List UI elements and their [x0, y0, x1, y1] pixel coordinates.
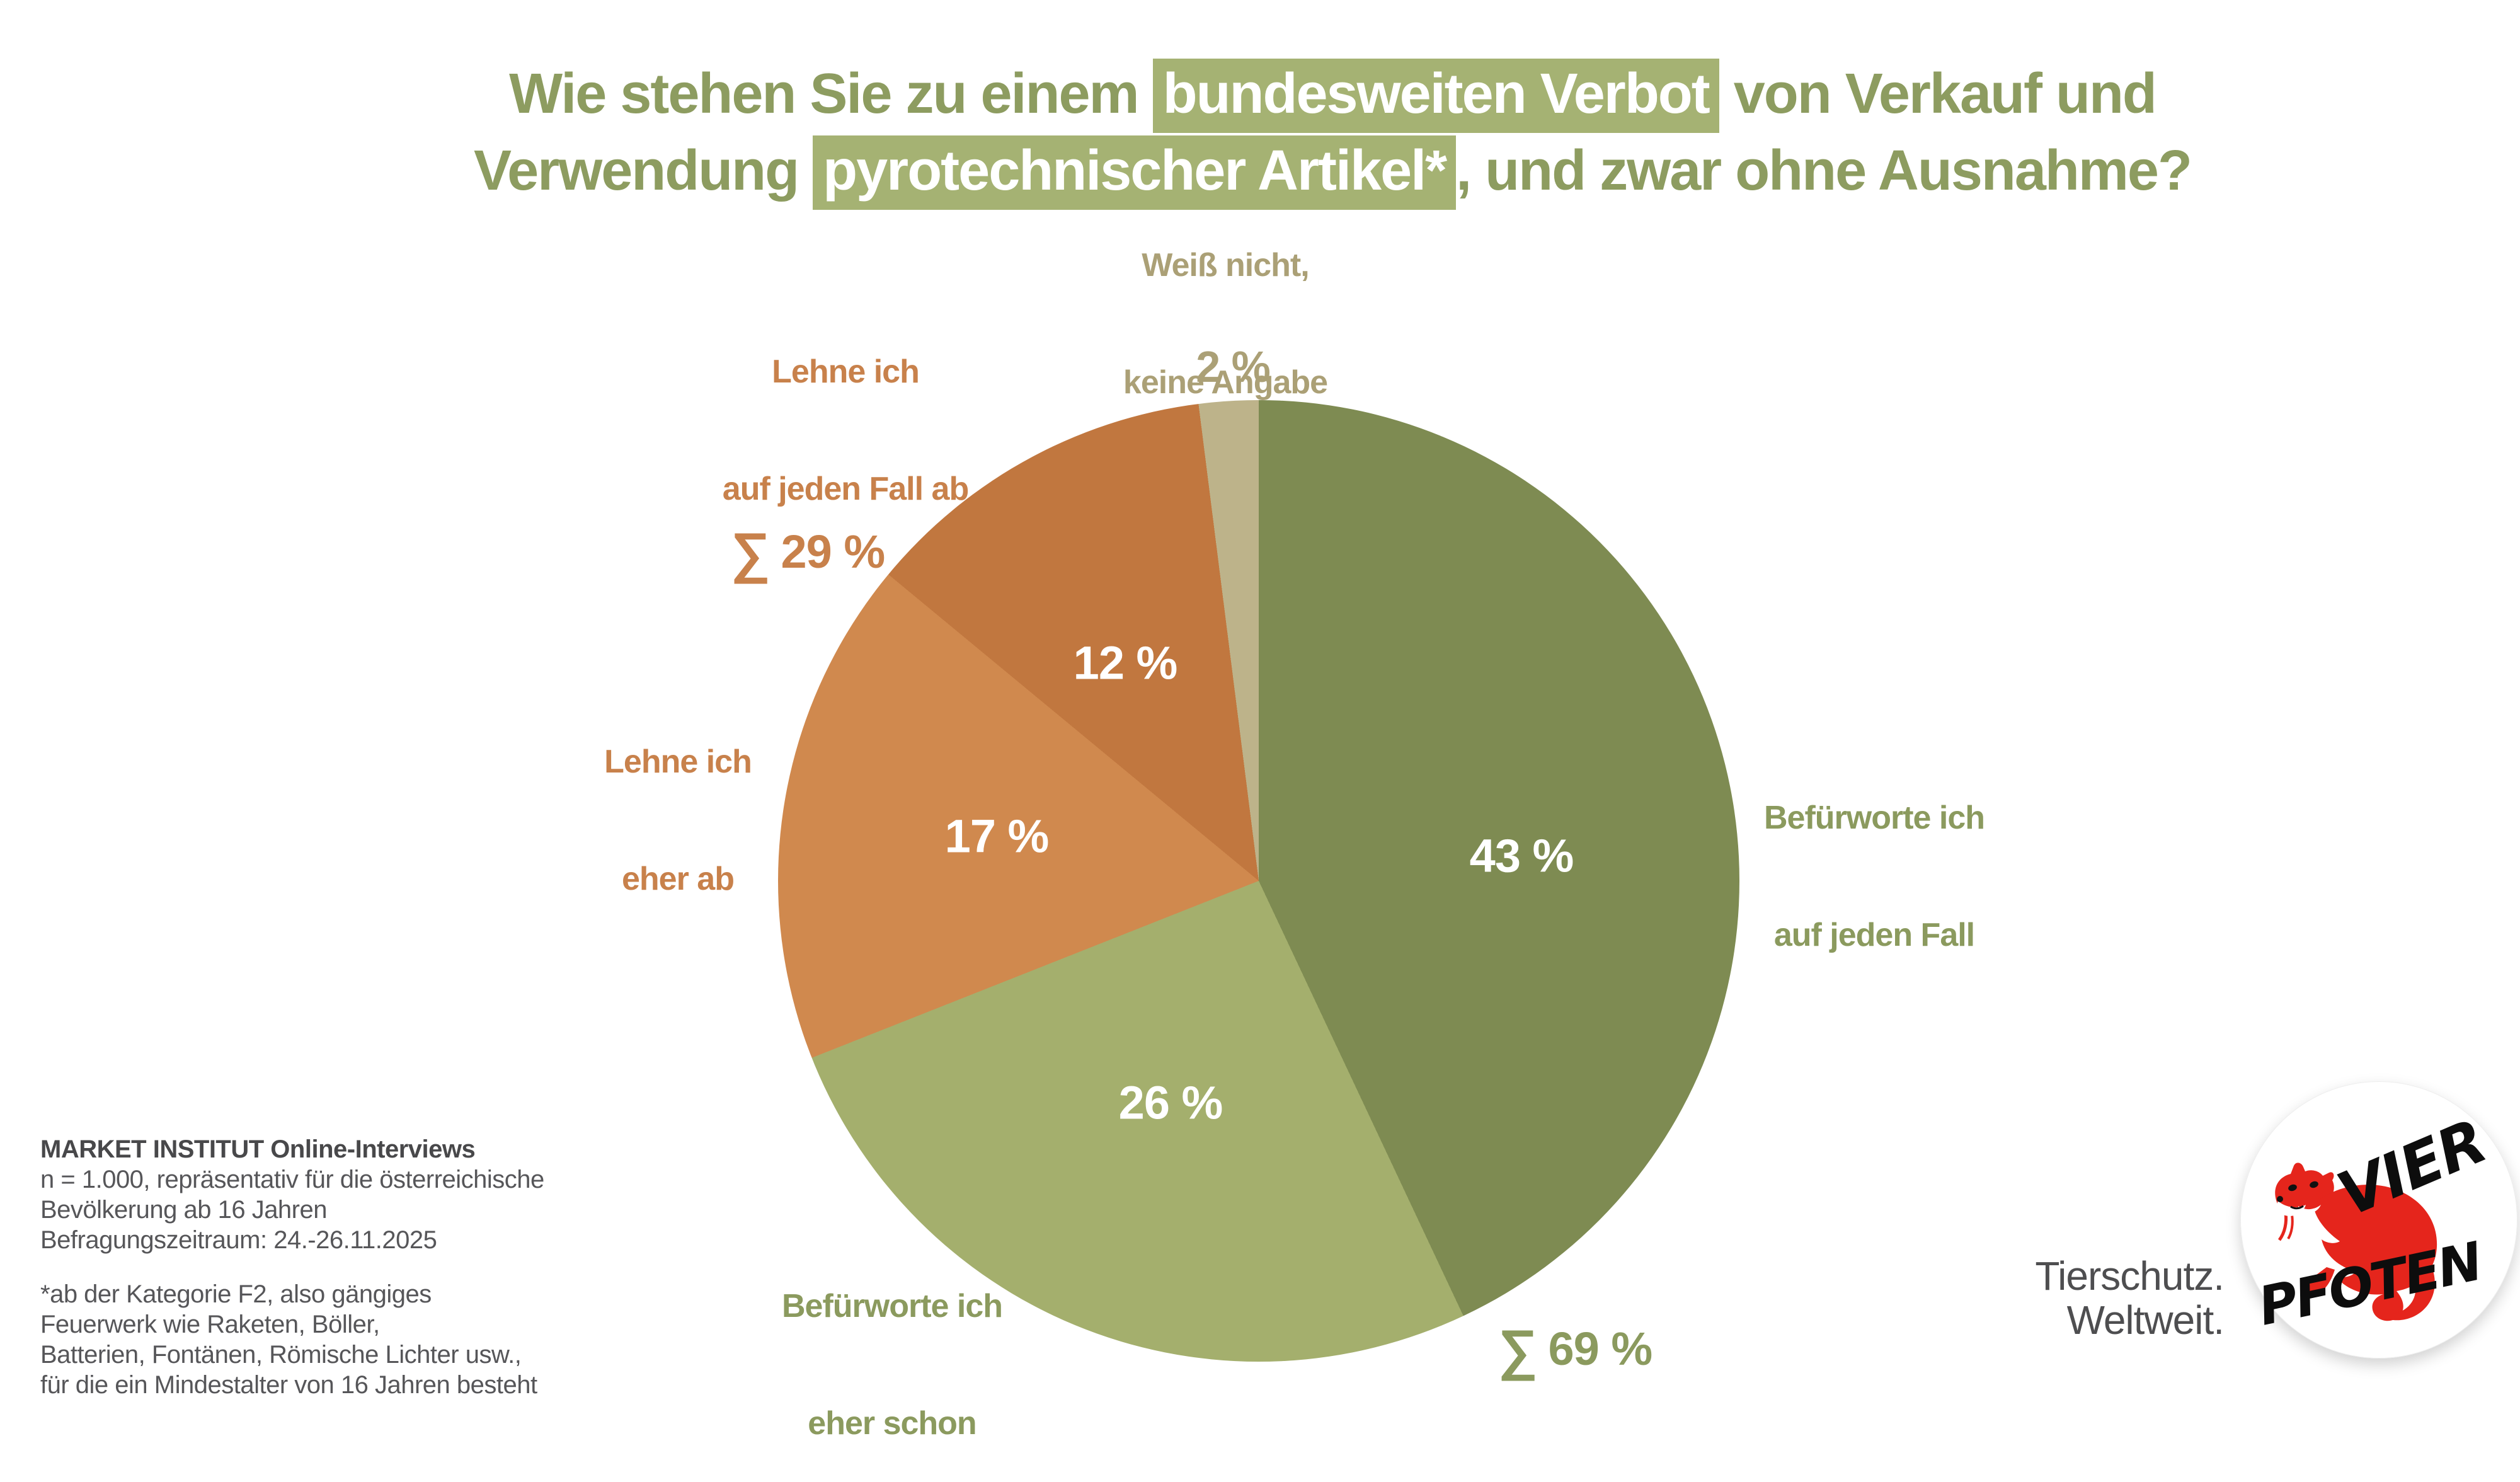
- value-label-weiss-nicht: 2 %: [1196, 342, 1271, 391]
- asterisk-note-block: *ab der Kategorie F2, also gängiges Feue…: [40, 1279, 544, 1400]
- value-label-befuerworte-schon: 26 %: [1118, 1076, 1223, 1129]
- label-line: Lehne ich: [604, 744, 752, 780]
- label-line: Weiß nicht,: [1142, 247, 1309, 284]
- category-label-befuerworte-schon: Befürworte ich eher schon: [781, 1209, 1003, 1482]
- title-highlight-pyrotechnischer-artikel: pyrotechnischer Artikel*: [813, 135, 1457, 210]
- source-line: MARKET INSTITUT Online-Interviews: [40, 1135, 476, 1163]
- category-label-weiss-nicht: Weiß nicht, keine Angabe: [1123, 168, 1328, 441]
- sum-oppose-annotation: ∑ 29 %: [731, 520, 885, 585]
- title-highlight-bundesweiten-verbot: bundesweiten Verbot: [1152, 59, 1719, 133]
- label-line: Befürworte ich: [1763, 800, 1985, 836]
- title-text: Wie stehen Sie zu einem: [509, 62, 1153, 125]
- label-line: eher schon: [808, 1405, 976, 1442]
- brand-tagline: Tierschutz. Weltweit.: [2035, 1253, 2225, 1343]
- label-line: Lehne ich: [772, 353, 920, 390]
- value-label-lehne-eher: 17 %: [944, 810, 1050, 863]
- value-label-lehne-fall: 12 %: [1073, 636, 1178, 689]
- category-label-befuerworte-fall: Befürworte ich auf jeden Fall: [1763, 720, 1985, 994]
- note-line: für die ein Mindestalter von 16 Jahren b…: [40, 1371, 537, 1399]
- stoat-face: [2277, 1181, 2321, 1216]
- logo-graphic: VIER PFOTEN: [2253, 1106, 2495, 1338]
- stoat-illustration: [2275, 1163, 2437, 1321]
- title-text: von Verkauf und: [1719, 62, 2157, 125]
- category-label-lehne-eher: Lehne ich eher ab: [604, 664, 752, 938]
- title-text: Verwendung: [474, 139, 813, 202]
- title-text: , und zwar ohne Ausnahme?: [1456, 139, 2192, 202]
- vier-pfoten-logo: VIER PFOTEN: [2240, 1081, 2517, 1358]
- note-line: *ab der Kategorie F2, also gängiges: [40, 1280, 432, 1308]
- title-line-2: Verwendung pyrotechnischer Artikel*, und…: [284, 132, 2381, 210]
- source-block: MARKET INSTITUT Online-Interviews n = 1.…: [40, 1134, 544, 1255]
- label-line: eher ab: [622, 861, 735, 897]
- label-line: Befürworte ich: [781, 1288, 1003, 1324]
- note-line: Batterien, Fontänen, Römische Lichter us…: [40, 1341, 522, 1369]
- label-line: keine Angabe: [1123, 364, 1328, 401]
- sum-oppose-value: 29 %: [781, 526, 886, 578]
- note-line: Feuerwerk wie Raketen, Böller,: [40, 1311, 380, 1338]
- tagline-line: Weltweit.: [2066, 1297, 2225, 1343]
- label-line: auf jeden Fall ab: [722, 471, 969, 507]
- sigma-icon: ∑: [1498, 1318, 1538, 1381]
- label-line: auf jeden Fall: [1773, 917, 1975, 953]
- title-line-1: Wie stehen Sie zu einem bundesweiten Ver…: [284, 55, 2381, 133]
- category-label-lehne-fall: Lehne ich auf jeden Fall ab: [722, 274, 969, 548]
- footnote-block: MARKET INSTITUT Online-Interviews n = 1.…: [40, 1134, 544, 1400]
- sum-support-annotation: ∑ 69 %: [1498, 1318, 1652, 1382]
- source-line: Bevölkerung ab 16 Jahren: [40, 1196, 327, 1224]
- sigma-icon: ∑: [730, 521, 770, 583]
- tagline-line: Tierschutz.: [2035, 1253, 2225, 1299]
- pie-chart: [778, 400, 1739, 1362]
- source-line: Befragungszeitraum: 24.-26.11.2025: [40, 1226, 437, 1254]
- source-line: n = 1.000, repräsentativ für die österre…: [40, 1166, 544, 1193]
- value-label-befuerworte-fall: 43 %: [1469, 829, 1574, 882]
- chart-title: Wie stehen Sie zu einem bundesweiten Ver…: [284, 55, 2381, 210]
- infographic-page: { "page": { "background": "#ffffff" }, "…: [40, 55, 2517, 1442]
- sum-support-value: 69 %: [1548, 1323, 1653, 1375]
